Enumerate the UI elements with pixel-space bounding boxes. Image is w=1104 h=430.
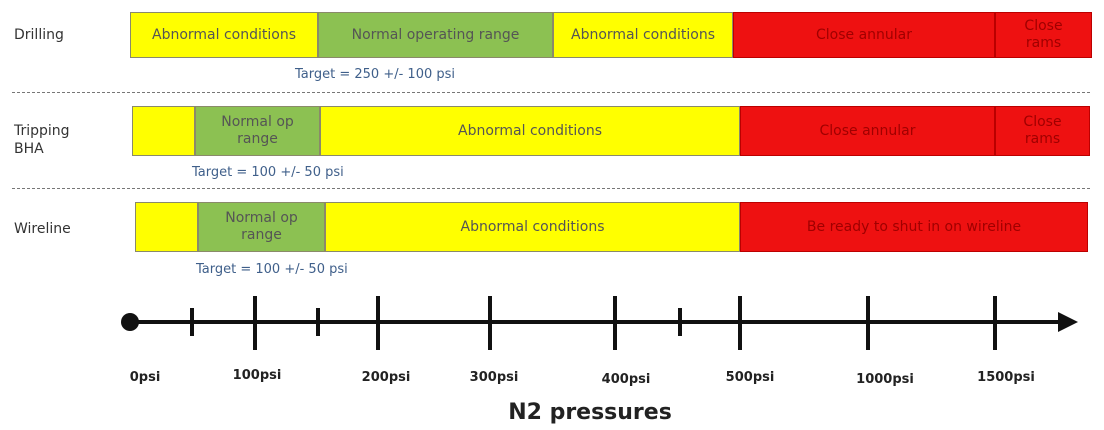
target: Target = 250 +/- 100 psi [295,67,455,82]
segment [135,202,198,252]
segment: Close annular [733,12,995,58]
axis-title: N2 pressures [508,400,672,425]
segment: Abnormal conditions [553,12,733,58]
segment: Close annular [740,106,995,156]
segment [132,106,195,156]
segment: Close rams [995,106,1090,156]
segment: Normal op range [198,202,325,252]
segment: Normal operating range [318,12,553,58]
target: Target = 100 +/- 50 psi [196,262,348,277]
tick-label: 0psi [129,370,161,385]
tick-label: 1500psi [977,370,1035,385]
row-label: Wireline [14,221,71,237]
ticks [190,296,997,350]
row-label: Drilling [14,27,64,43]
tick-label: 200psi [361,370,411,385]
row-label: Tripping BHA [14,123,70,157]
divider [12,188,1090,189]
axis-arrow [1058,312,1078,332]
tick-label: 100psi [232,368,282,383]
tick-label: 500psi [725,370,775,385]
axis-origin [121,313,139,331]
tick-label: 1000psi [856,372,914,387]
segment: Abnormal conditions [325,202,740,252]
tick-label: 400psi [601,372,651,387]
segment: Be ready to shut in on wireline [740,202,1088,252]
segment: Abnormal conditions [320,106,740,156]
divider [12,92,1090,93]
target: Target = 100 +/- 50 psi [192,165,344,180]
segment: Normal op range [195,106,320,156]
tick-label: 300psi [469,370,519,385]
segment: Abnormal conditions [130,12,318,58]
segment: Close rams [995,12,1092,58]
